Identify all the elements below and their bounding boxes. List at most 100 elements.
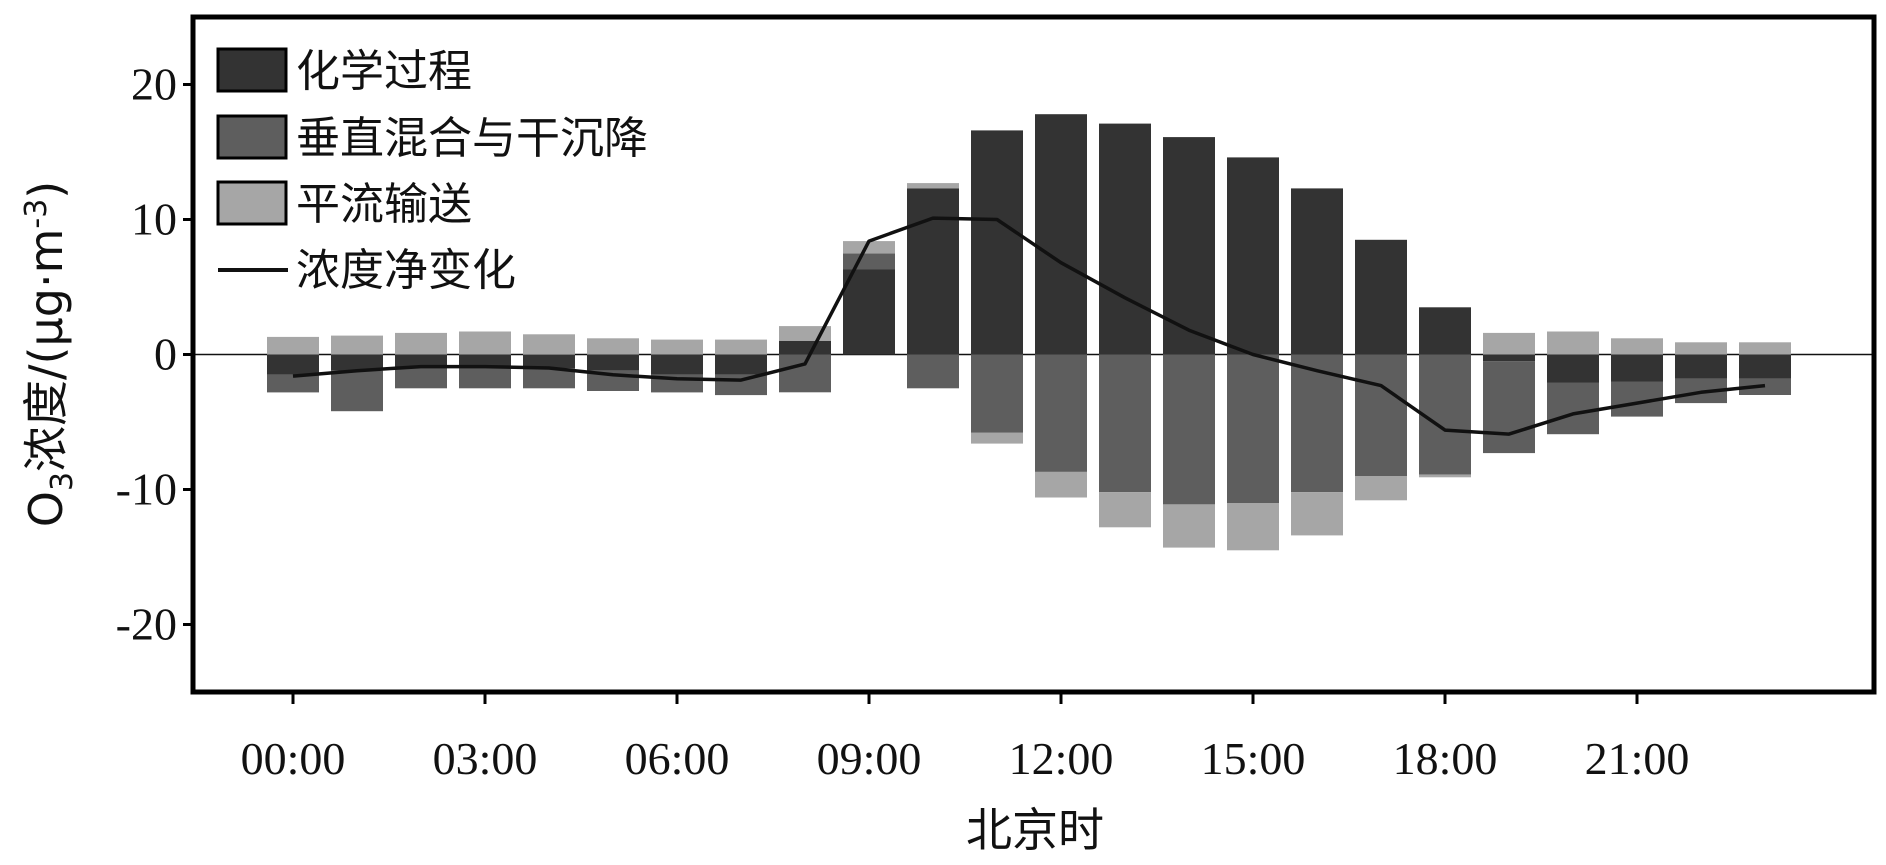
bar-advection-12 (1035, 471, 1087, 498)
x-tick-label: 12:00 (1009, 733, 1114, 784)
bar-chemistry-6 (651, 354, 703, 375)
bar-advection-18 (1419, 474, 1471, 478)
bar-advection-19 (1483, 332, 1535, 355)
bar-chemistry-4 (523, 354, 575, 368)
bar-chemistry-14 (1163, 137, 1215, 355)
bar-vertical-mixing-13 (1099, 354, 1151, 493)
bar-advection-9 (843, 241, 895, 254)
bar-vertical-mixing-12 (1035, 354, 1087, 472)
bar-vertical-mixing-18 (1419, 354, 1471, 475)
bar-chemistry-21 (1611, 354, 1663, 382)
legend-item-advection: 平流输送 (216, 179, 472, 230)
bar-advection-17 (1355, 476, 1407, 501)
bar-chemistry-10 (907, 188, 959, 355)
x-axis: 00:00 03:00 06:00 09:00 12:00 15:00 18:00 21:00 (241, 692, 1690, 784)
bar-vertical-mixing-4 (523, 368, 575, 389)
bar-vertical-mixing-19 (1483, 361, 1535, 454)
bar-vertical-mixing-1 (331, 370, 383, 412)
y-axis-title: O3浓度/(μg·m-3) (19, 181, 80, 528)
bar-vertical-mixing-16 (1291, 354, 1343, 493)
bar-chemistry-19 (1483, 354, 1535, 362)
bar-chemistry-17 (1355, 239, 1407, 355)
x-tick-label: 06:00 (625, 733, 730, 784)
bar-chemistry-8 (779, 341, 831, 355)
legend-swatch-advection (216, 180, 288, 226)
bar-vertical-mixing-9 (843, 253, 895, 270)
x-tick-label: 15:00 (1201, 733, 1306, 784)
bar-chemistry-22 (1675, 354, 1727, 379)
bar-advection-1 (331, 335, 383, 355)
bar-vertical-mixing-20 (1547, 382, 1599, 435)
y-tick-label: 20 (131, 59, 177, 110)
x-tick-label: 21:00 (1585, 733, 1690, 784)
bars (267, 114, 1791, 551)
y-tick-label: 10 (131, 194, 177, 245)
legend-label-vertical-mixing: 垂直混合与干沉降 (296, 113, 648, 164)
bar-advection-11 (971, 432, 1023, 444)
legend-label-advection: 平流输送 (296, 179, 472, 230)
y-axis-title-close: ) (19, 181, 73, 199)
legend-swatch-chemistry (216, 47, 288, 93)
x-tick-label: 00:00 (241, 733, 346, 784)
x-tick-label: 18:00 (1393, 733, 1498, 784)
y-tick-label: 0 (154, 329, 177, 380)
bar-chemistry-13 (1099, 123, 1151, 355)
bar-advection-2 (395, 332, 447, 355)
bar-vertical-mixing-7 (715, 374, 767, 396)
bar-advection-22 (1675, 342, 1727, 355)
net-change-line (292, 216, 1766, 436)
bar-advection-15 (1227, 503, 1279, 551)
y-axis-title-sup: -3 (19, 199, 54, 229)
bar-chemistry-3 (459, 354, 511, 368)
bar-chemistry-18 (1419, 307, 1471, 355)
bar-chemistry-12 (1035, 114, 1087, 355)
bar-vertical-mixing-0 (267, 374, 319, 393)
legend-item-chemistry: 化学过程 (216, 46, 472, 97)
bar-chemistry-9 (843, 269, 895, 355)
x-tick-label: 09:00 (817, 733, 922, 784)
bar-advection-3 (459, 331, 511, 355)
legend-item-net-change: 浓度净变化 (218, 245, 516, 296)
legend-item-vertical-mixing: 垂直混合与干沉降 (216, 113, 648, 164)
bar-advection-5 (587, 338, 639, 355)
bar-chemistry-0 (267, 354, 319, 375)
y-tick-label: -10 (116, 464, 177, 515)
y-axis: 20 10 0 -10 -20 (116, 59, 193, 650)
bar-chemistry-20 (1547, 354, 1599, 383)
bar-advection-21 (1611, 338, 1663, 355)
bar-chemistry-11 (971, 130, 1023, 355)
bar-chemistry-23 (1739, 354, 1791, 379)
y-axis-title-sub: 3 (45, 472, 80, 491)
bar-vertical-mixing-2 (395, 368, 447, 389)
bar-chemistry-16 (1291, 188, 1343, 355)
bar-advection-14 (1163, 504, 1215, 548)
bar-vertical-mixing-11 (971, 354, 1023, 433)
bar-vertical-mixing-3 (459, 368, 511, 389)
bar-advection-16 (1291, 492, 1343, 536)
legend-label-chemistry: 化学过程 (296, 46, 472, 97)
bar-advection-0 (267, 336, 319, 355)
y-axis-title-mid: 浓度/(μg·m (19, 229, 73, 472)
bar-advection-4 (523, 334, 575, 355)
bar-chemistry-2 (395, 354, 447, 368)
bar-vertical-mixing-15 (1227, 354, 1279, 503)
bar-vertical-mixing-14 (1163, 354, 1215, 505)
x-tick-label: 03:00 (433, 733, 538, 784)
legend: 化学过程 垂直混合与干沉降 平流输送 浓度净变化 (216, 46, 648, 296)
bar-advection-23 (1739, 342, 1791, 355)
bar-advection-20 (1547, 331, 1599, 355)
bar-advection-6 (651, 339, 703, 355)
legend-swatch-vertical-mixing (216, 114, 288, 160)
bar-advection-13 (1099, 492, 1151, 528)
legend-label-net-change: 浓度净变化 (296, 245, 516, 296)
bar-chemistry-7 (715, 354, 767, 375)
x-axis-title: 北京时 (966, 803, 1104, 857)
bar-advection-10 (907, 183, 959, 189)
bar-advection-7 (715, 339, 767, 355)
bar-vertical-mixing-10 (907, 354, 959, 389)
bar-vertical-mixing-17 (1355, 354, 1407, 476)
bar-chemistry-1 (331, 354, 383, 371)
bar-chemistry-5 (587, 354, 639, 371)
y-tick-label: -20 (116, 599, 177, 650)
